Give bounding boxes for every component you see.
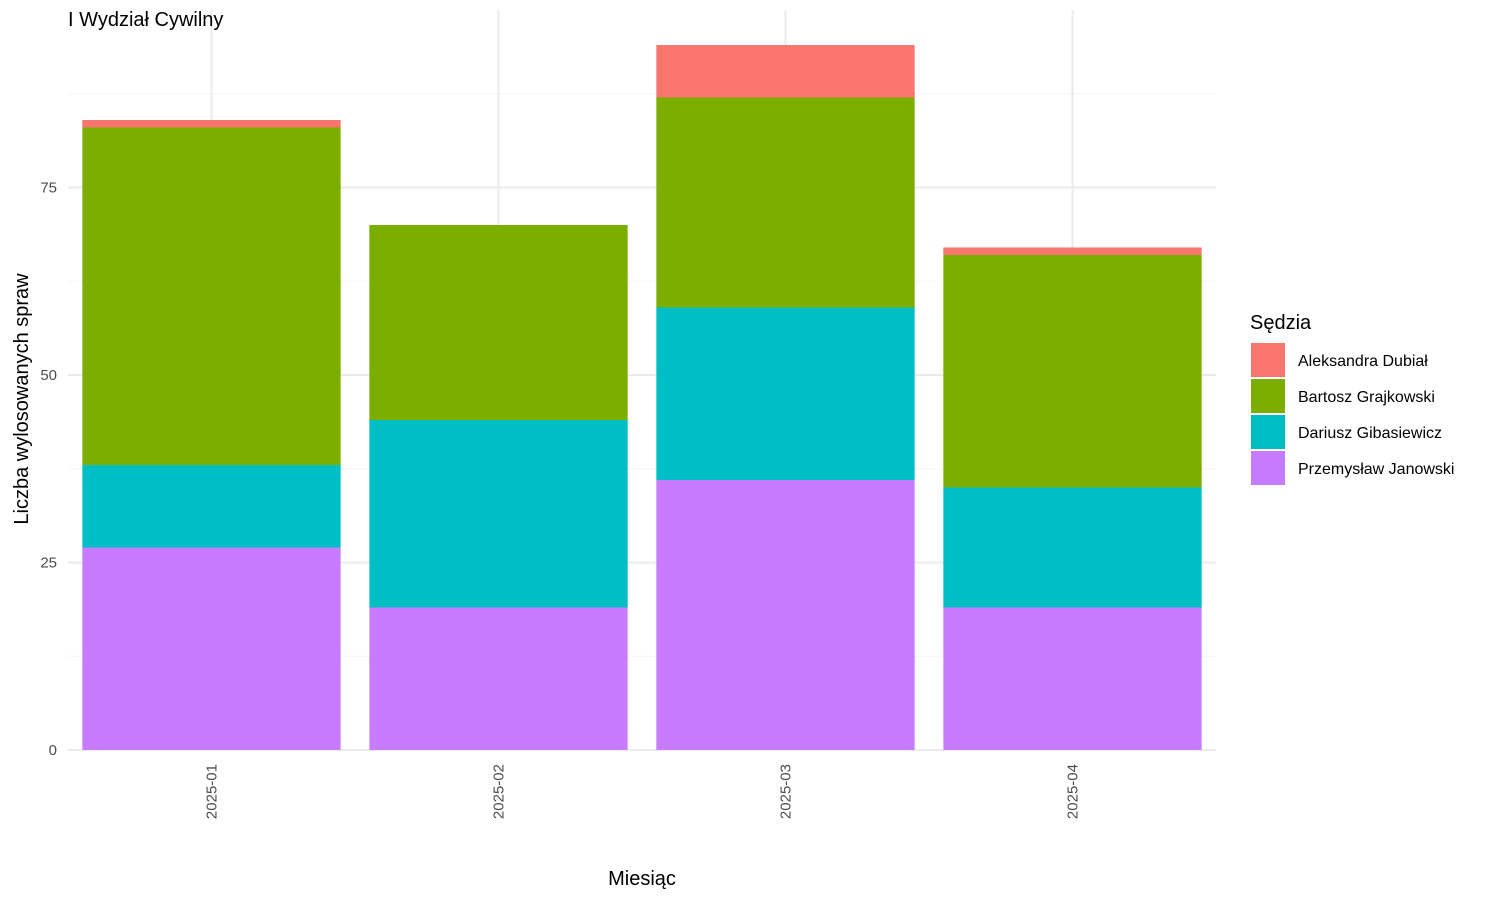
bar-segment [656, 97, 915, 308]
x-tick-label: 2025-01 [204, 764, 221, 819]
bar-segment [369, 420, 628, 608]
y-axis-ticks: 0 25 50 75 [40, 180, 57, 760]
x-axis-ticks: 2025-01 2025-02 2025-03 2025-04 [204, 764, 1082, 819]
bar-segment [82, 547, 341, 750]
x-tick-label: 2025-02 [491, 764, 508, 819]
bar-segment [656, 307, 915, 480]
legend-label: Przemysław Janowski [1298, 461, 1454, 478]
x-axis-title: Miesiąc [608, 868, 676, 890]
bar-segment [82, 120, 341, 128]
bar-segment [943, 247, 1202, 255]
legend-label: Bartosz Grajkowski [1298, 389, 1435, 406]
legend-key [1251, 379, 1285, 413]
bar-segment [943, 607, 1202, 750]
bar-segment [82, 465, 341, 548]
bar-segment [656, 480, 915, 750]
x-tick-label: 2025-03 [778, 764, 795, 819]
y-tick-label: 50 [40, 367, 57, 384]
x-tick-label: 2025-04 [1065, 764, 1082, 819]
bar-segment [369, 225, 628, 420]
chart-title: I Wydział Cywilny [68, 9, 223, 31]
legend-label: Aleksandra Dubiał [1298, 353, 1428, 370]
bars [82, 45, 1202, 750]
bar-segment [943, 255, 1202, 488]
legend-key [1251, 415, 1285, 449]
y-tick-label: 0 [49, 742, 57, 759]
legend: Sędzia Aleksandra Dubiał Bartosz Grajkows… [1250, 312, 1454, 485]
bar-segment [656, 45, 915, 98]
y-tick-label: 75 [40, 180, 57, 197]
bar-segment [82, 127, 341, 465]
legend-title: Sędzia [1250, 312, 1312, 334]
y-axis-title: Liczba wylosowanych spraw [11, 273, 33, 525]
bar-segment [943, 487, 1202, 608]
legend-key [1251, 451, 1285, 485]
bar-segment [369, 607, 628, 750]
y-tick-label: 25 [40, 555, 57, 572]
legend-label: Dariusz Gibasiewicz [1298, 425, 1442, 442]
legend-key [1251, 343, 1285, 377]
